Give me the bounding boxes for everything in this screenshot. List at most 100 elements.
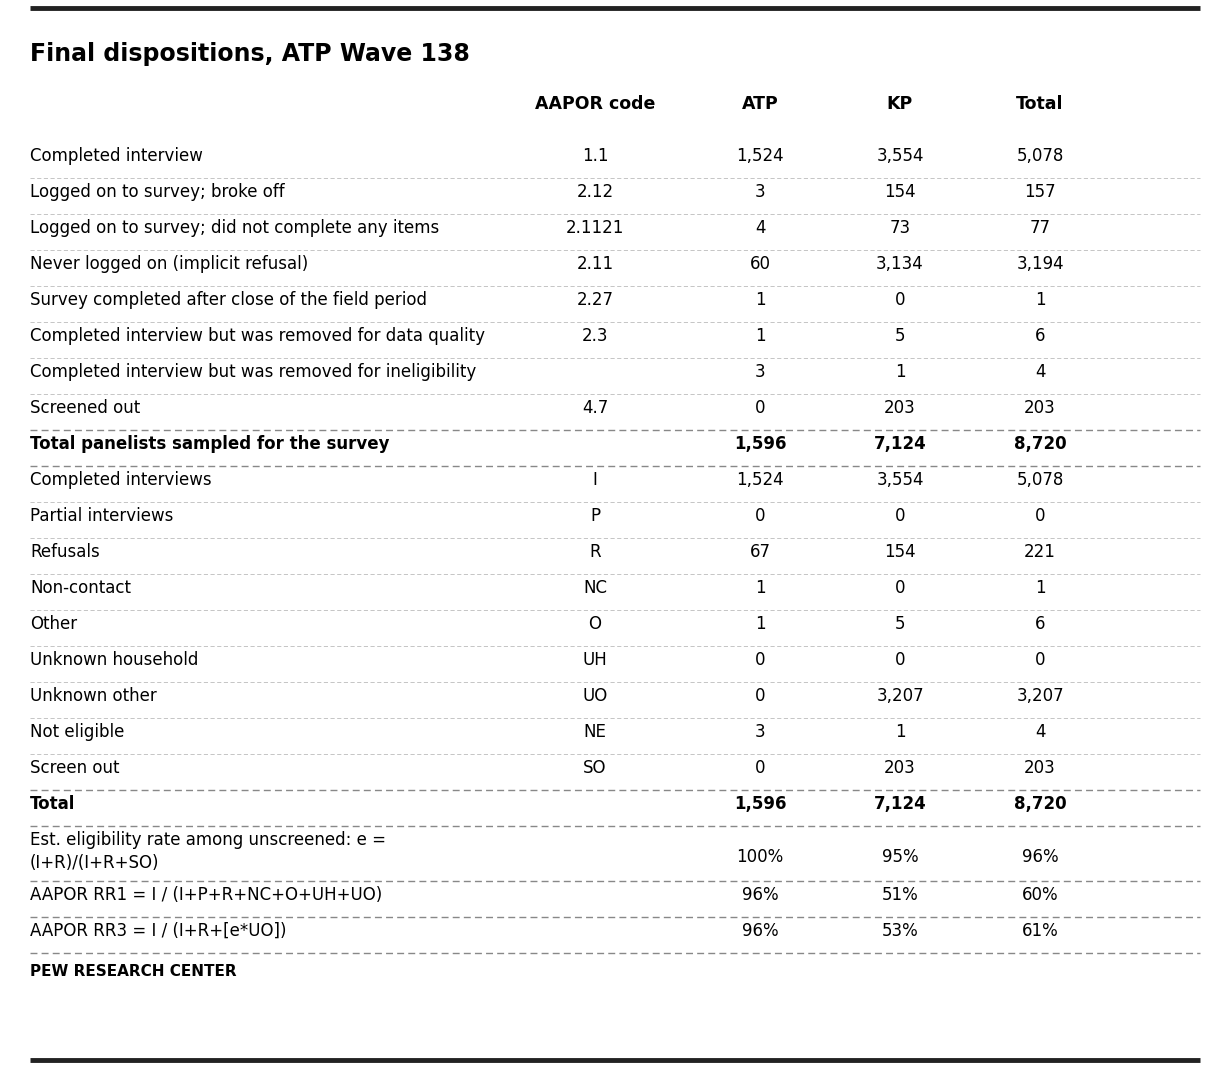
Text: 1: 1 xyxy=(1034,579,1046,597)
Text: Completed interview but was removed for ineligibility: Completed interview but was removed for … xyxy=(30,363,476,381)
Text: SO: SO xyxy=(583,759,606,777)
Text: 203: 203 xyxy=(884,399,916,417)
Text: Final dispositions, ATP Wave 138: Final dispositions, ATP Wave 138 xyxy=(30,42,470,66)
Text: Never logged on (implicit refusal): Never logged on (implicit refusal) xyxy=(30,255,309,273)
Text: 3,207: 3,207 xyxy=(876,687,924,705)
Text: Completed interviews: Completed interviews xyxy=(30,471,212,489)
Text: Screened out: Screened out xyxy=(30,399,140,417)
Text: 67: 67 xyxy=(749,544,770,561)
Text: 203: 203 xyxy=(1025,759,1055,777)
Text: ATP: ATP xyxy=(742,95,779,113)
Text: O: O xyxy=(588,615,601,632)
Text: Unknown other: Unknown other xyxy=(30,687,156,705)
Text: 157: 157 xyxy=(1025,183,1055,202)
Text: 5,078: 5,078 xyxy=(1016,471,1064,489)
Text: 3,554: 3,554 xyxy=(876,147,924,165)
Text: 6: 6 xyxy=(1034,615,1046,632)
Text: 154: 154 xyxy=(884,183,916,202)
Text: 1: 1 xyxy=(894,363,905,381)
Text: 0: 0 xyxy=(894,291,905,309)
Text: 221: 221 xyxy=(1025,544,1055,561)
Text: 1,524: 1,524 xyxy=(737,471,784,489)
Text: Total: Total xyxy=(1016,95,1064,113)
Text: 0: 0 xyxy=(755,687,765,705)
Text: Logged on to survey; did not complete any items: Logged on to survey; did not complete an… xyxy=(30,219,439,237)
Text: UO: UO xyxy=(582,687,608,705)
Text: Completed interview: Completed interview xyxy=(30,147,203,165)
Text: Unknown household: Unknown household xyxy=(30,651,198,669)
Text: 3,134: 3,134 xyxy=(876,255,924,273)
Text: 203: 203 xyxy=(1025,399,1055,417)
Text: 53%: 53% xyxy=(882,922,919,940)
Text: Screen out: Screen out xyxy=(30,759,119,777)
Text: 2.12: 2.12 xyxy=(577,183,614,202)
Text: 1,596: 1,596 xyxy=(734,795,786,813)
Text: 5: 5 xyxy=(894,327,905,345)
Text: 0: 0 xyxy=(755,399,765,417)
Text: 5: 5 xyxy=(894,615,905,632)
Text: UH: UH xyxy=(583,651,608,669)
Text: NE: NE xyxy=(583,723,606,741)
Text: PEW RESEARCH CENTER: PEW RESEARCH CENTER xyxy=(30,964,236,979)
Text: Total panelists sampled for the survey: Total panelists sampled for the survey xyxy=(30,435,390,453)
Text: 2.27: 2.27 xyxy=(577,291,614,309)
Text: 100%: 100% xyxy=(737,848,784,866)
Text: 1: 1 xyxy=(755,579,765,597)
Text: 7,124: 7,124 xyxy=(873,795,926,813)
Text: 0: 0 xyxy=(894,507,905,525)
Text: 1.1: 1.1 xyxy=(582,147,609,165)
Text: 1,524: 1,524 xyxy=(737,147,784,165)
Text: 6: 6 xyxy=(1034,327,1046,345)
Text: 8,720: 8,720 xyxy=(1014,435,1066,453)
Text: 1,596: 1,596 xyxy=(734,435,786,453)
Text: I: I xyxy=(593,471,598,489)
Text: KP: KP xyxy=(887,95,913,113)
Text: 1: 1 xyxy=(755,327,765,345)
Text: 2.3: 2.3 xyxy=(582,327,609,345)
Text: 95%: 95% xyxy=(882,848,919,866)
Text: 2.11: 2.11 xyxy=(577,255,614,273)
Text: 60: 60 xyxy=(749,255,770,273)
Text: 3: 3 xyxy=(755,183,765,202)
Text: 3: 3 xyxy=(755,363,765,381)
Text: 3,554: 3,554 xyxy=(876,471,924,489)
Text: 61%: 61% xyxy=(1022,922,1058,940)
Text: NC: NC xyxy=(583,579,606,597)
Text: 4: 4 xyxy=(1034,363,1046,381)
Text: Est. eligibility rate among unscreened: e =
(I+R)/(I+R+SO): Est. eligibility rate among unscreened: … xyxy=(30,831,386,872)
Text: 1: 1 xyxy=(755,291,765,309)
Text: 3: 3 xyxy=(755,723,765,741)
Text: AAPOR RR3 = I / (I+R+[e*UO]): AAPOR RR3 = I / (I+R+[e*UO]) xyxy=(30,922,287,940)
Text: Non-contact: Non-contact xyxy=(30,579,132,597)
Text: 3,194: 3,194 xyxy=(1016,255,1064,273)
Text: 7,124: 7,124 xyxy=(873,435,926,453)
Text: 4: 4 xyxy=(1034,723,1046,741)
Text: 4.7: 4.7 xyxy=(582,399,608,417)
Text: 3,207: 3,207 xyxy=(1016,687,1064,705)
Text: 5,078: 5,078 xyxy=(1016,147,1064,165)
Text: Other: Other xyxy=(30,615,77,632)
Text: 0: 0 xyxy=(894,651,905,669)
Text: 203: 203 xyxy=(884,759,916,777)
Text: 0: 0 xyxy=(894,579,905,597)
Text: Not eligible: Not eligible xyxy=(30,723,124,741)
Text: 1: 1 xyxy=(1034,291,1046,309)
Text: 60%: 60% xyxy=(1022,885,1058,904)
Text: Partial interviews: Partial interviews xyxy=(30,507,173,525)
Text: AAPOR RR1 = I / (I+P+R+NC+O+UH+UO): AAPOR RR1 = I / (I+P+R+NC+O+UH+UO) xyxy=(30,885,383,904)
Text: 0: 0 xyxy=(755,507,765,525)
Text: 0: 0 xyxy=(755,759,765,777)
Text: 1: 1 xyxy=(894,723,905,741)
Text: 2.1121: 2.1121 xyxy=(566,219,624,237)
Text: 96%: 96% xyxy=(742,922,779,940)
Text: 4: 4 xyxy=(755,219,765,237)
Text: Completed interview but was removed for data quality: Completed interview but was removed for … xyxy=(30,327,485,345)
Text: 73: 73 xyxy=(889,219,910,237)
Text: 1: 1 xyxy=(755,615,765,632)
Text: R: R xyxy=(589,544,600,561)
Text: 154: 154 xyxy=(884,544,916,561)
Text: 0: 0 xyxy=(1034,651,1046,669)
Text: Total: Total xyxy=(30,795,75,813)
Text: P: P xyxy=(590,507,600,525)
Text: Logged on to survey; broke off: Logged on to survey; broke off xyxy=(30,183,284,202)
